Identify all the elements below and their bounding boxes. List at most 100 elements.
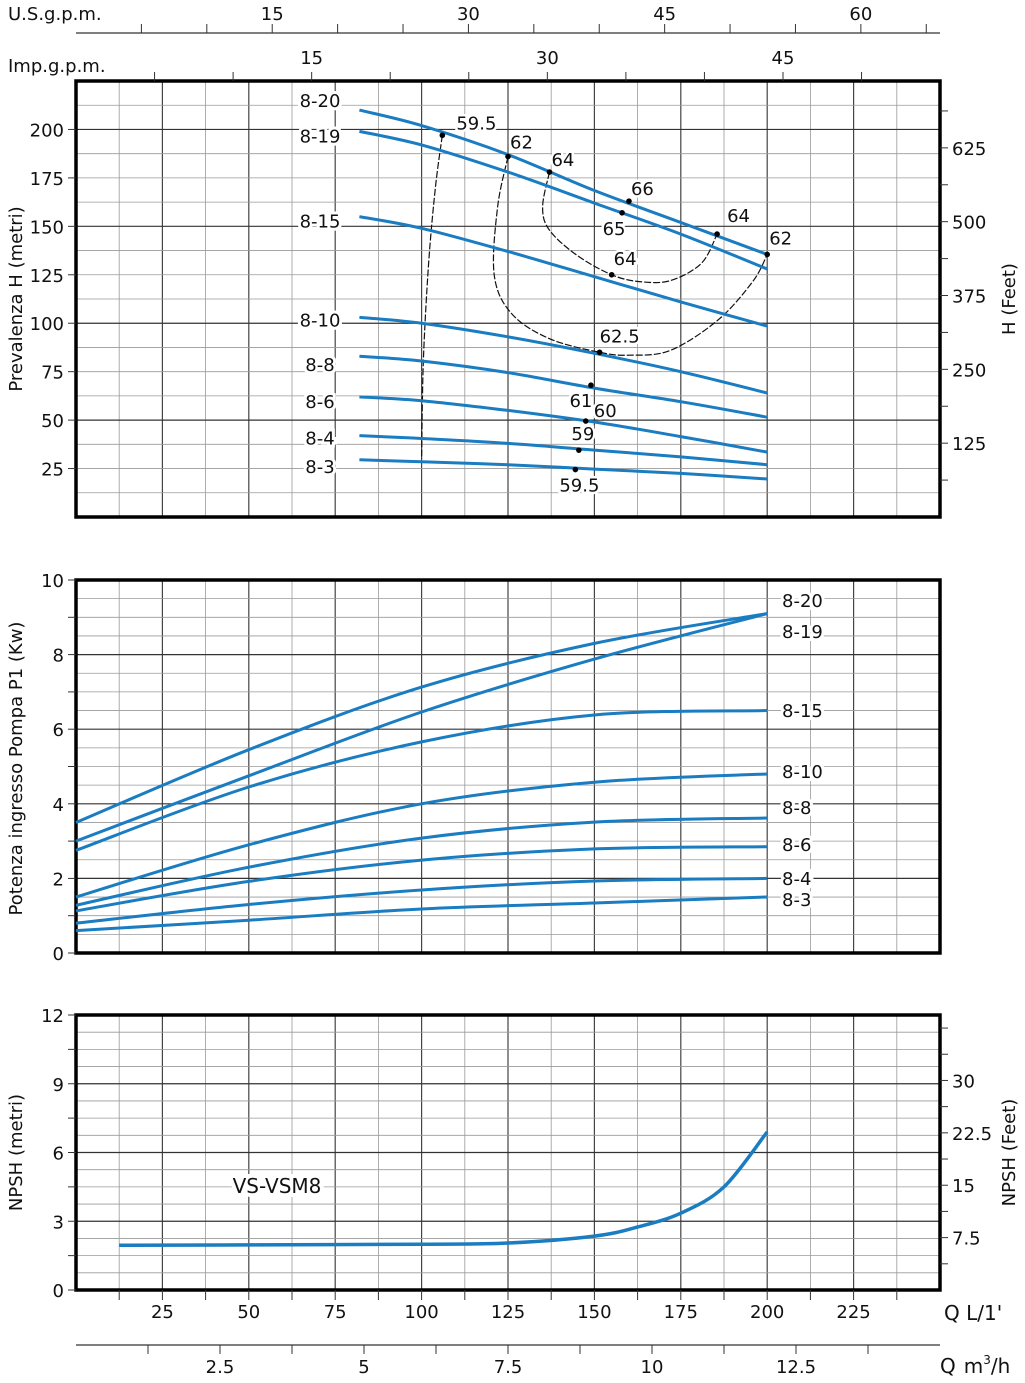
y-tick-label: 0 xyxy=(53,944,64,965)
npsh-curve xyxy=(119,1130,769,1248)
y-tick-label: 6 xyxy=(53,1144,64,1165)
series-label: 8-15 xyxy=(782,701,823,722)
q-m3h-tick-label: 2.5 xyxy=(206,1357,235,1378)
efficiency-label: 59.5 xyxy=(456,113,496,134)
q-lmin-tick-label: 75 xyxy=(324,1302,347,1323)
us-gpm-tick-label: 30 xyxy=(457,4,480,25)
efficiency-label: 64 xyxy=(551,150,574,171)
efficiency-point xyxy=(626,198,632,204)
imp-gpm-tick-label: 15 xyxy=(300,48,323,69)
right-tick-label: 15 xyxy=(952,1176,975,1197)
right-tick-label: 125 xyxy=(952,434,986,455)
y-tick-label: 4 xyxy=(53,795,64,816)
right-axis-title: NPSH (Feet) xyxy=(999,1099,1020,1207)
series-label: 8-10 xyxy=(782,762,823,783)
imp-gpm-tick-label: 45 xyxy=(772,48,795,69)
right-axis-title: H (Feet) xyxy=(999,263,1020,335)
y-tick-label: 50 xyxy=(41,411,64,432)
efficiency-point xyxy=(596,349,603,356)
efficiency-label: 66 xyxy=(631,179,654,200)
y-axis-title: Potenza ingresso Pompa P1 (Kw) xyxy=(6,622,27,916)
efficiency-label: 59 xyxy=(571,424,594,445)
q-lmin-tick-label: 25 xyxy=(151,1302,174,1323)
head-curve-8-19 xyxy=(359,129,768,271)
efficiency-label: 64 xyxy=(727,206,750,227)
q-m3h-label-q: Q xyxy=(940,1354,956,1378)
q-m3h-tick-label: 7.5 xyxy=(494,1357,523,1378)
power-curve-8-6 xyxy=(75,845,768,913)
y-tick-label: 10 xyxy=(41,571,64,592)
q-lmin-tick-label: 100 xyxy=(404,1302,438,1323)
series-label: 8-4 xyxy=(305,429,334,450)
q-m3h-label-unit: m xyxy=(964,1354,983,1378)
y-tick-label: 175 xyxy=(30,169,64,190)
head-curve-8-3 xyxy=(359,458,768,481)
y-tick-label: 3 xyxy=(53,1212,64,1233)
efficiency-point xyxy=(764,251,770,258)
series-label: 8-6 xyxy=(305,392,334,413)
curves xyxy=(75,108,770,1248)
right-tick-label: 625 xyxy=(952,139,986,160)
head-curve-8-6 xyxy=(359,395,768,454)
model-annotation: VS-VSM8 xyxy=(233,1174,322,1198)
us-gpm-tick-label: 15 xyxy=(261,4,284,25)
power-curve-8-20 xyxy=(75,612,768,824)
efficiency-label: 62 xyxy=(510,133,533,154)
efficiency-point xyxy=(505,153,511,160)
us-gpm-tick-label: 60 xyxy=(849,4,872,25)
series-label: 8-19 xyxy=(782,622,823,643)
q-m3h-label-sup: 3 xyxy=(983,1353,991,1367)
power-curve-8-3 xyxy=(75,895,768,933)
efficiency-label: 64 xyxy=(614,249,637,270)
efficiency-point xyxy=(588,382,594,389)
efficiency-label: 62.5 xyxy=(600,326,640,347)
q-lmin-tick-label: 225 xyxy=(836,1302,870,1323)
efficiency-point xyxy=(439,132,446,139)
efficiency-label: 60 xyxy=(594,401,617,422)
series-label: 8-20 xyxy=(782,591,823,612)
power-curve-8-4 xyxy=(75,876,768,925)
efficiency-curve-iso-59.5 xyxy=(421,135,443,459)
series-label: 8-3 xyxy=(782,890,811,911)
y-tick-label: 8 xyxy=(53,646,64,667)
right-tick-label: 7.5 xyxy=(952,1229,981,1250)
efficiency-point xyxy=(546,169,553,175)
y-tick-label: 12 xyxy=(41,1006,64,1027)
series-label: 8-6 xyxy=(782,835,811,856)
plot-frame xyxy=(74,79,942,519)
us-gpm-tick-label: 45 xyxy=(653,4,676,25)
power-curve-8-10 xyxy=(75,772,768,899)
y-tick-label: 150 xyxy=(30,217,64,238)
y-axis-title: NPSH (metri) xyxy=(6,1094,27,1211)
right-tick-label: 22.5 xyxy=(952,1124,992,1145)
efficiency-point xyxy=(576,447,582,453)
right-tick-label: 250 xyxy=(952,360,986,381)
q-lmin-tick-label: 125 xyxy=(491,1302,525,1323)
efficiency-point xyxy=(608,271,615,278)
efficiency-label: 59.5 xyxy=(559,476,599,497)
series-label: 8-20 xyxy=(300,91,341,112)
q-m3h-tick-label: 5 xyxy=(358,1357,369,1378)
efficiency-point xyxy=(572,466,579,473)
y-tick-label: 25 xyxy=(41,460,64,481)
y-tick-label: 9 xyxy=(53,1075,64,1096)
series-label: 8-8 xyxy=(782,798,811,819)
q-m3h-tick-label: 12.5 xyxy=(776,1357,816,1378)
efficiency-point xyxy=(714,231,720,237)
right-tick-label: 375 xyxy=(952,287,986,308)
power-curve-8-8 xyxy=(75,816,768,907)
power-curve-8-19 xyxy=(75,612,768,843)
head-curve-8-20 xyxy=(359,108,768,256)
head-curve-8-15 xyxy=(359,215,768,328)
imp-gpm-axis-title: Imp.g.p.m. xyxy=(8,56,106,77)
y-tick-label: 125 xyxy=(30,266,64,287)
q-lmin-axis-title: Q L/1' xyxy=(944,1301,1002,1325)
y-tick-label: 2 xyxy=(53,869,64,890)
us-gpm-axis-title: U.S.g.p.m. xyxy=(8,4,102,25)
q-lmin-tick-label: 175 xyxy=(664,1302,698,1323)
series-label: 8-8 xyxy=(305,355,334,376)
grids xyxy=(76,81,940,1290)
